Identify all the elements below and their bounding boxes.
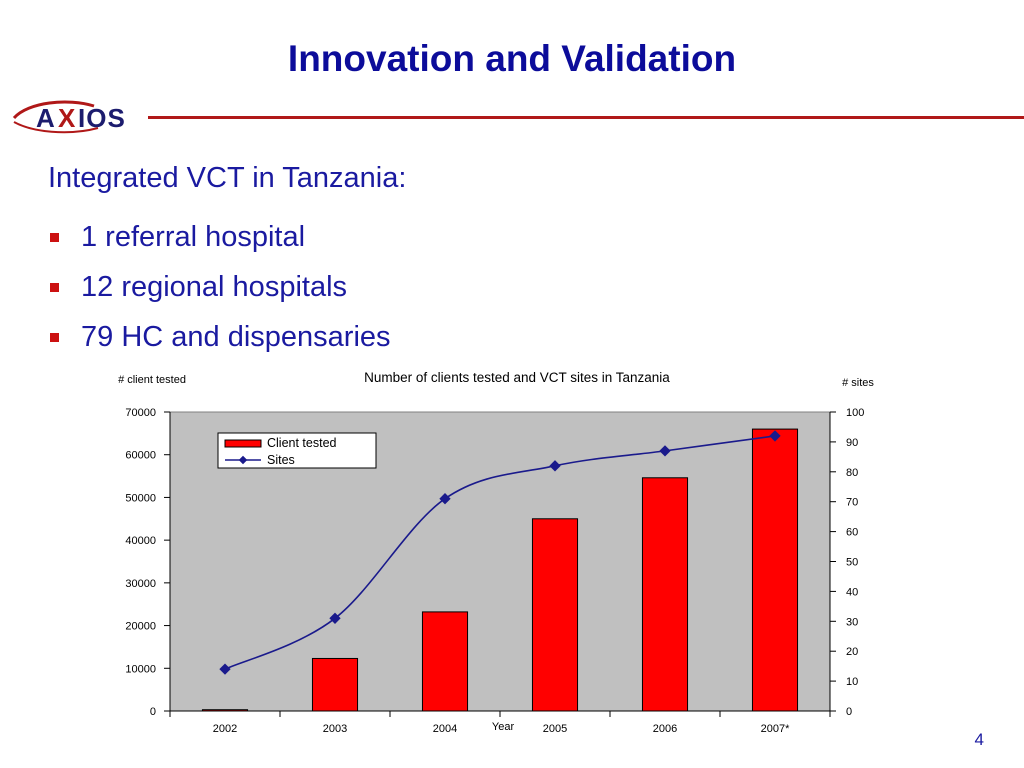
bar — [311, 657, 359, 712]
slide-subtitle: Integrated VCT in Tanzania: — [48, 162, 407, 194]
y-tick-label-right: 40 — [846, 586, 858, 598]
sites-point — [329, 612, 341, 624]
sites-point — [439, 493, 451, 505]
chart-title: Number of clients tested and VCT sites i… — [364, 370, 670, 385]
svg-text:A: A — [36, 103, 56, 133]
legend-swatch-marker — [238, 455, 248, 465]
legend-label: Client tested — [267, 436, 337, 450]
y-tick-label-right: 50 — [846, 557, 858, 569]
bar — [751, 428, 799, 712]
y-tick-label-right: 70 — [846, 497, 858, 509]
sites-point — [769, 430, 781, 442]
x-tick-label: 2002 — [213, 723, 237, 735]
bar — [641, 477, 689, 712]
y-tick-label-left: 20000 — [125, 621, 156, 633]
header-rule — [148, 116, 1024, 119]
y-tick-label-right: 20 — [846, 646, 858, 658]
x-tick-label: 2006 — [653, 723, 677, 735]
sites-line — [224, 435, 776, 670]
axios-logo: A X IOS — [12, 100, 126, 134]
clients-sites-chart: Number of clients tested and VCT sites i… — [118, 370, 874, 735]
page-number: 4 — [974, 730, 984, 749]
bullet-item: 1 referral hospital — [48, 212, 391, 262]
y-tick-label-left: 30000 — [125, 578, 156, 590]
y-tick-label-right: 30 — [846, 616, 858, 628]
y-axis-left-label: # client tested — [118, 374, 186, 386]
bullet-item: 79 HC and dispensaries — [48, 312, 391, 362]
y-tick-label-left: 10000 — [125, 663, 156, 675]
y-tick-label-right: 90 — [846, 437, 858, 449]
y-tick-label-left: 40000 — [125, 535, 156, 547]
y-tick-label-right: 100 — [846, 407, 864, 419]
svg-text:IOS: IOS — [78, 103, 126, 133]
y-tick-label-right: 10 — [846, 676, 858, 688]
x-tick-label: 2004 — [433, 723, 457, 735]
y-tick-label-right: 80 — [846, 467, 858, 479]
bar — [531, 518, 579, 712]
y-tick-label-right: 0 — [846, 706, 852, 718]
bar — [201, 709, 249, 712]
legend-swatch-bar — [224, 439, 262, 448]
bullet-square-icon — [50, 332, 59, 342]
y-tick-label-right: 60 — [846, 527, 858, 539]
legend-label: Sites — [267, 453, 295, 467]
x-axis-label: Year — [492, 721, 515, 733]
svg-text:X: X — [58, 103, 76, 133]
y-tick-label-left: 50000 — [125, 492, 156, 504]
y-tick-label-left: 60000 — [125, 450, 156, 462]
y-tick-label-left: 0 — [150, 706, 156, 718]
bullet-item: 12 regional hospitals — [48, 262, 391, 312]
y-axis-right-label: # sites — [842, 377, 874, 389]
bullet-square-icon — [50, 282, 59, 292]
bullet-square-icon — [50, 232, 59, 242]
bullet-list: 1 referral hospital 12 regional hospital… — [48, 212, 391, 362]
x-tick-label: 2005 — [543, 723, 567, 735]
x-tick-label: 2003 — [323, 723, 347, 735]
slide-title: Innovation and Validation — [287, 38, 737, 79]
x-tick-label: 2007* — [761, 723, 790, 735]
y-tick-label-left: 70000 — [125, 407, 156, 419]
bar — [421, 611, 469, 712]
